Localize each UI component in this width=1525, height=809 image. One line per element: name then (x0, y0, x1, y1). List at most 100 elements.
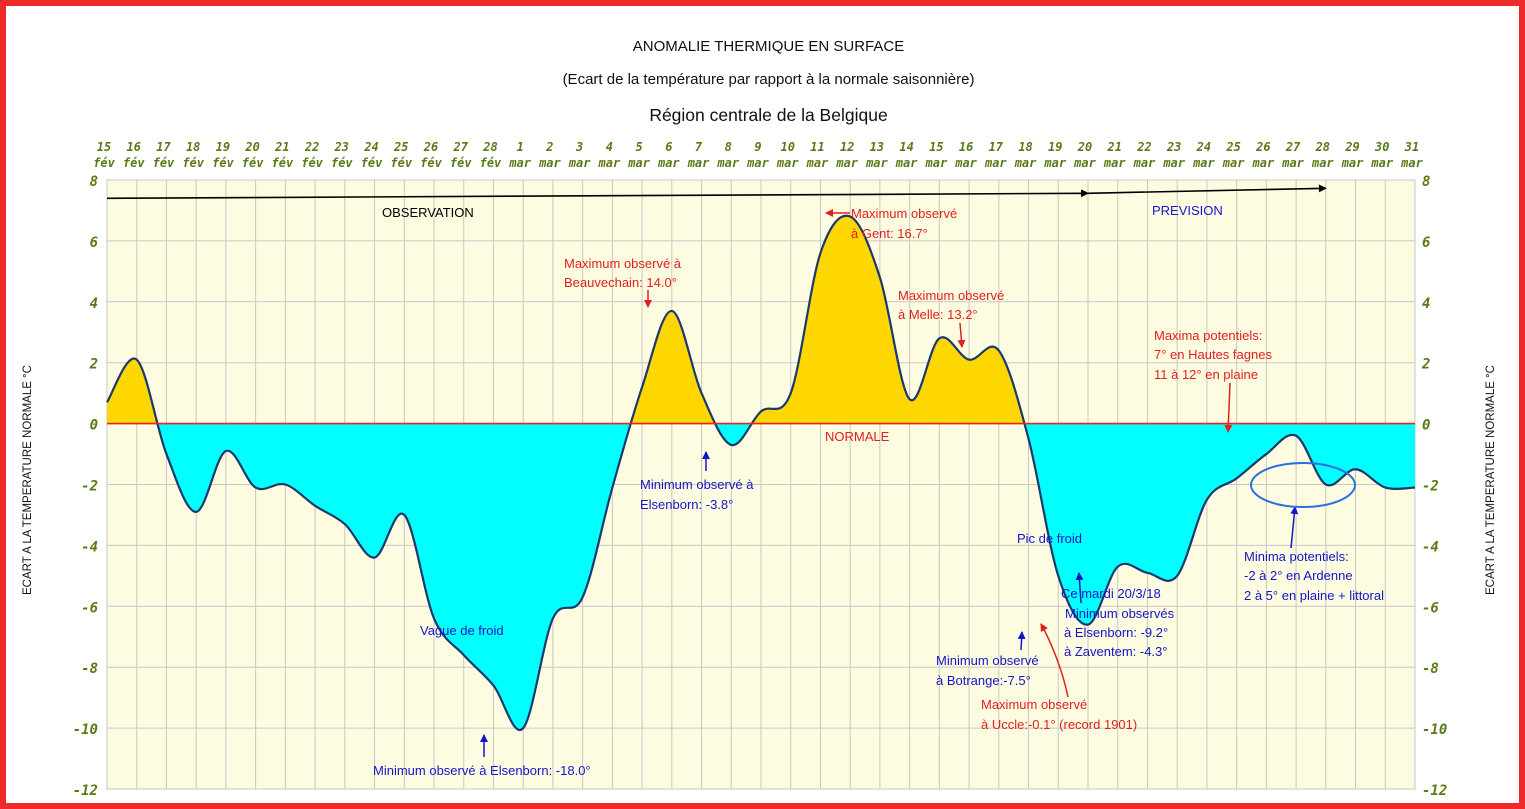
x-tick-day: 19 (216, 140, 230, 154)
annotation-max-beauvechain: Beauvechain: 14.0° (564, 275, 677, 290)
annotation-ce-mardi: Ce mardi 20/3/18 (1061, 586, 1161, 601)
annotation-pic-de-froid: Pic de froid (1017, 531, 1082, 546)
x-tick-month: mar (1370, 156, 1393, 170)
y-tick-label-left: -4 (81, 539, 98, 555)
x-tick-day: 18 (1018, 140, 1032, 154)
x-tick-month: mar (806, 156, 829, 170)
y-tick-label-left: -12 (73, 783, 98, 799)
x-tick-month: mar (598, 156, 621, 170)
x-tick-month: fév (301, 156, 323, 170)
prevision-arrow (1087, 184, 1327, 195)
y-tick-label-left: 6 (90, 235, 98, 251)
x-tick-day: 17 (989, 140, 1004, 154)
y-tick-label-right: -6 (1422, 600, 1439, 616)
y-tick-label-left: 8 (90, 174, 98, 190)
x-tick-month: fév (272, 156, 294, 170)
x-tick-day: 21 (274, 140, 289, 154)
annotation-min-elsenborn-38: Minimum observé à (640, 477, 754, 492)
observation-label: OBSERVATION (382, 205, 474, 220)
x-tick-day: 29 (1344, 140, 1359, 154)
x-tick-month: mar (687, 156, 710, 170)
x-tick-month: mar (984, 156, 1007, 170)
x-tick-month: mar (835, 156, 858, 170)
x-tick-day: 22 (1136, 140, 1151, 154)
x-tick-day: 12 (840, 140, 854, 154)
annotation-maxima-potentiels: Maxima potentiels: (1154, 328, 1262, 343)
x-tick-month: mar (1252, 156, 1275, 170)
x-tick-month: mar (895, 156, 918, 170)
x-tick-month: mar (1043, 156, 1066, 170)
x-tick-day: 24 (1196, 140, 1211, 154)
x-tick-day: 4 (606, 140, 613, 154)
x-tick-month: mar (1311, 156, 1334, 170)
x-tick-day: 2 (545, 140, 553, 154)
annotation-max-beauvechain: Maximum observé à (564, 256, 682, 271)
y-tick-label-right: 8 (1422, 174, 1430, 190)
x-tick-month: fév (450, 156, 472, 170)
y-tick-label-right: -10 (1422, 722, 1447, 738)
y-tick-label-left: 4 (90, 296, 98, 312)
x-tick-day: 27 (453, 140, 469, 154)
x-tick-month: fév (361, 156, 383, 170)
x-tick-day: 9 (754, 140, 761, 154)
annotation-max-gent: à Gent: 16.7° (851, 226, 928, 241)
x-tick-month: fév (420, 156, 442, 170)
x-tick-day: 16 (959, 140, 973, 154)
x-tick-month: fév (480, 156, 502, 170)
annotation-ce-mardi: Minimum observés (1065, 606, 1175, 621)
x-tick-month: mar (1281, 156, 1304, 170)
y-tick-label-right: 2 (1421, 357, 1430, 373)
annotation-max-melle: à Melle: 13.2° (898, 307, 978, 322)
x-tick-month: mar (1014, 156, 1037, 170)
x-tick-day: 23 (1166, 140, 1181, 154)
prevision-label: PREVISION (1152, 203, 1223, 218)
y-tick-label-right: 6 (1422, 235, 1430, 251)
y-tick-label-right: 4 (1422, 296, 1430, 312)
normal-label: NORMALE (825, 429, 890, 444)
x-tick-day: 25 (1225, 140, 1240, 154)
x-tick-day: 30 (1374, 140, 1389, 154)
x-tick-day: 21 (1107, 140, 1122, 154)
y-tick-label-right: -12 (1422, 783, 1447, 799)
x-tick-month: mar (865, 156, 888, 170)
annotation-maxima-potentiels: 7° en Hautes fagnes (1154, 347, 1272, 362)
x-tick-day: 5 (635, 140, 642, 154)
y-tick-label-right: -4 (1422, 539, 1439, 555)
y-tick-label-right: 0 (1422, 418, 1430, 434)
y-tick-label-left: -6 (81, 600, 98, 616)
area-negative-anomaly (157, 423, 1415, 730)
x-tick-day: 8 (725, 140, 732, 154)
x-tick-day: 31 (1404, 140, 1419, 154)
x-tick-month: mar (657, 156, 680, 170)
arrow-max-melle (957, 322, 966, 348)
x-tick-month: mar (925, 156, 948, 170)
x-tick-day: 17 (156, 140, 171, 154)
x-tick-month: mar (1073, 156, 1096, 170)
x-tick-month: mar (716, 156, 739, 170)
x-tick-month: mar (568, 156, 591, 170)
chart-title: ANOMALIE THERMIQUE EN SURFACE (632, 38, 905, 55)
x-tick-day: 10 (781, 140, 795, 154)
series-line (106, 214, 1416, 732)
x-tick-month: mar (1341, 156, 1364, 170)
y-tick-label-right: -2 (1422, 479, 1439, 495)
x-tick-day: 26 (423, 140, 438, 154)
observation-arrow (106, 189, 1089, 200)
x-tick-month: fév (93, 156, 115, 170)
x-tick-day: 3 (575, 140, 583, 154)
y-tick-label-left: -10 (73, 722, 98, 738)
x-tick-day: 27 (1285, 140, 1301, 154)
annotation-ce-mardi: à Elsenborn: -9.2° (1064, 625, 1168, 640)
x-tick-month: mar (508, 156, 531, 170)
x-tick-day: 14 (899, 140, 913, 154)
arrow-min-botrange (1017, 631, 1026, 651)
x-tick-day: 18 (186, 140, 200, 154)
annotation-max-melle: Maximum observé (898, 288, 1004, 303)
arrow-maxima-potentiels (1224, 382, 1233, 433)
x-tick-month: mar (954, 156, 977, 170)
y-tick-label-left: -8 (81, 661, 98, 677)
y-axis-label-right: ECART A LA TEMPERATURE NORMALE °C (1485, 365, 1497, 595)
annotation-min-botrange: Minimum observé (936, 653, 1039, 668)
x-tick-month: fév (242, 156, 264, 170)
